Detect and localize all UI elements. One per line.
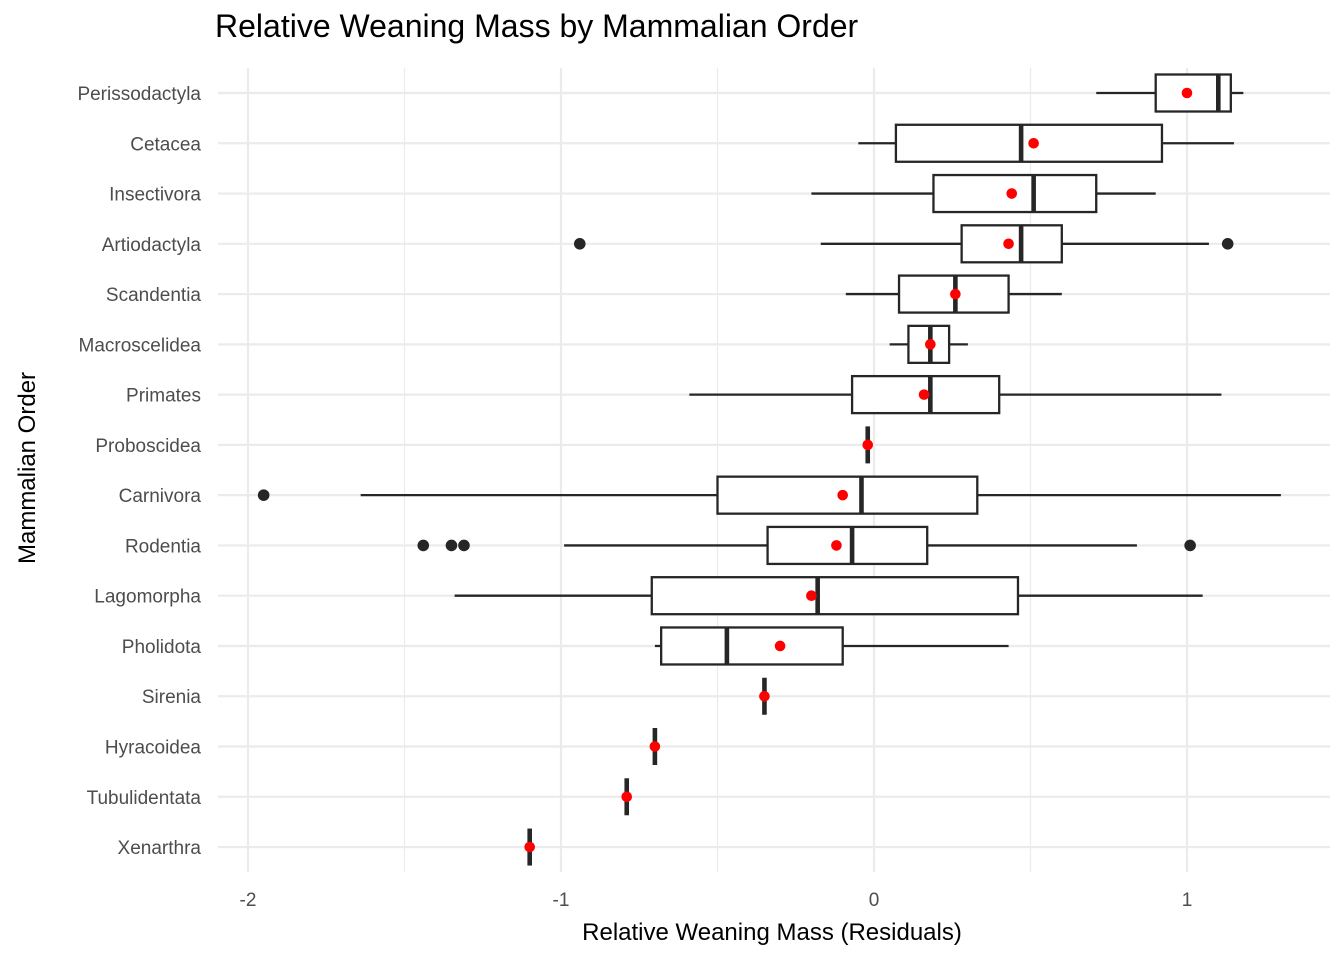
mean-point <box>1181 87 1193 99</box>
x-tick-label: -1 <box>553 890 570 911</box>
box-sirenia <box>759 677 770 715</box>
box-xenarthra <box>524 828 535 866</box>
box-insectivora <box>811 173 1156 214</box>
mean-point <box>837 489 848 501</box>
outlier-point <box>573 238 586 250</box>
y-tick-label: Insectivora <box>109 185 201 206</box>
mean-point <box>621 791 633 803</box>
box-macroscelidea <box>889 324 968 365</box>
mean-point <box>862 439 874 451</box>
y-tick-label: Proboscidea <box>95 436 201 457</box>
box-pholidota <box>654 626 1009 666</box>
box-primates <box>689 374 1222 415</box>
y-tick-label: Cetacea <box>130 134 201 155</box>
outlier-point <box>257 489 270 501</box>
box-layer <box>257 73 1281 866</box>
y-tick-label: Xenarthra <box>118 838 202 859</box>
y-tick-label: Scandentia <box>106 285 202 306</box>
y-tick-label: Sirenia <box>142 687 202 708</box>
chart-title: Relative Weaning Mass by Mammalian Order <box>215 8 859 44</box>
grid-layer <box>218 68 1330 872</box>
y-tick-label: Primates <box>126 386 201 407</box>
mean-point <box>759 690 770 702</box>
x-axis-title: Relative Weaning Mass (Residuals) <box>582 919 962 946</box>
y-tick-label: Rodentia <box>125 536 201 557</box>
mean-point <box>774 640 786 652</box>
box-tubulidentata <box>621 778 633 816</box>
box-lagomorpha <box>454 576 1203 616</box>
mean-point <box>1006 188 1018 199</box>
box-iqr <box>650 576 1020 616</box>
box-iqr <box>660 626 844 666</box>
mean-point <box>918 389 930 400</box>
y-tick-label: Carnivora <box>119 486 202 507</box>
y-tick-label: Lagomorpha <box>94 587 201 608</box>
box-carnivora <box>257 475 1281 515</box>
mean-point <box>806 590 817 601</box>
outlier-point <box>445 539 458 552</box>
outlier-point <box>417 539 430 552</box>
y-tick-label: Tubulidentata <box>87 788 202 809</box>
y-tick-label: Macroscelidea <box>79 335 202 356</box>
label-layer: -2 -1 0 1 Perissodactyla Cetacea Insectivora Ar… <box>77 84 1192 911</box>
box-artiodactyla <box>573 224 1234 264</box>
y-tick-label: Hyracoidea <box>105 738 202 759</box>
box-rodentia <box>417 525 1196 566</box>
outlier-point <box>1221 238 1234 250</box>
y-tick-label: Perissodactyla <box>77 84 201 105</box>
box-iqr <box>894 123 1164 163</box>
x-tick-label: -2 <box>240 890 257 911</box>
box-scandentia <box>845 274 1062 314</box>
box-proboscidea <box>862 426 874 464</box>
mean-point <box>524 841 535 853</box>
x-tick-label: 1 <box>1182 890 1193 911</box>
box-iqr <box>766 525 929 566</box>
mean-point <box>1028 137 1039 149</box>
mean-point <box>831 540 842 551</box>
mean-point <box>1003 238 1014 250</box>
mean-point <box>950 288 961 300</box>
box-perissodactyla <box>1096 73 1244 113</box>
box-cetacea <box>858 123 1234 163</box>
y-tick-label: Artiodactyla <box>102 235 202 256</box>
outlier-point <box>1184 539 1196 552</box>
outlier-point <box>458 539 470 552</box>
mean-point <box>925 339 936 350</box>
x-tick-label: 0 <box>869 890 880 911</box>
mean-point <box>649 741 661 752</box>
y-tick-label: Pholidota <box>122 637 202 658</box>
y-axis-title: Mammalian Order <box>14 372 41 564</box>
box-hyracoidea <box>649 728 661 766</box>
